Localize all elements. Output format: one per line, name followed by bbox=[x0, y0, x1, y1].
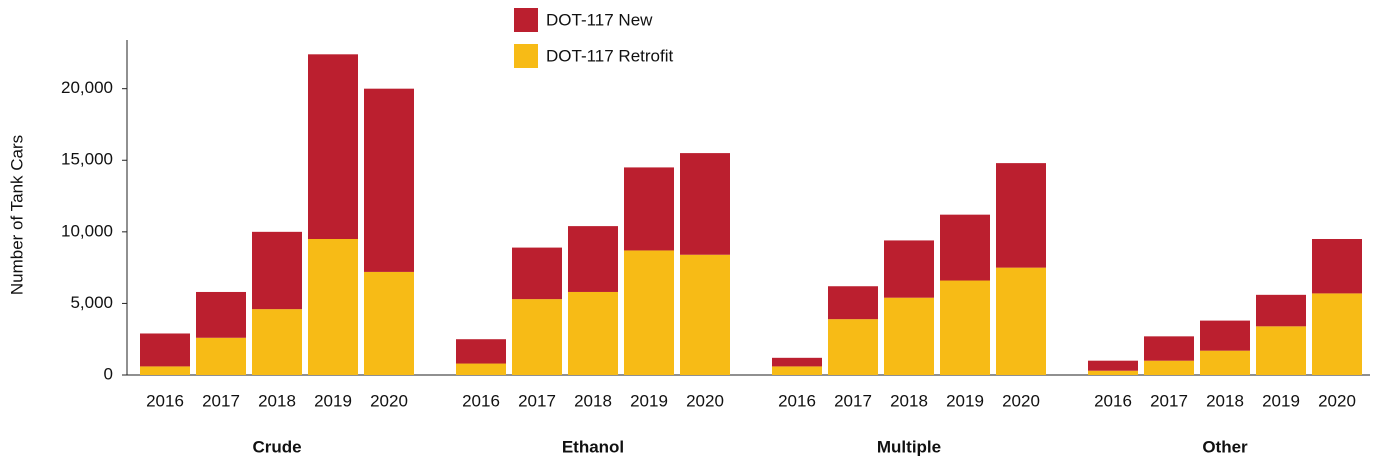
bar-segment bbox=[624, 250, 674, 375]
x-tick-label: 2018 bbox=[1206, 391, 1244, 410]
x-tick-label: 2020 bbox=[1318, 391, 1356, 410]
x-tick-label: 2017 bbox=[202, 391, 240, 410]
y-tick-label: 20,000 bbox=[61, 78, 113, 97]
bar-segment bbox=[1200, 320, 1250, 351]
bar-segment bbox=[1256, 294, 1306, 327]
x-tick-label: 2018 bbox=[258, 391, 296, 410]
x-tick-label: 2020 bbox=[1002, 391, 1040, 410]
bar-segment bbox=[196, 337, 246, 375]
bar-segment bbox=[940, 214, 990, 281]
bar-segment bbox=[680, 254, 730, 375]
bar-segment bbox=[140, 366, 190, 375]
bar-segment bbox=[828, 286, 878, 320]
group-label: Multiple bbox=[877, 437, 941, 456]
x-tick-label: 2020 bbox=[686, 391, 724, 410]
bar-segment bbox=[308, 238, 358, 375]
bar-segment bbox=[772, 357, 822, 367]
bar-segment bbox=[364, 88, 414, 272]
x-tick-label: 2019 bbox=[946, 391, 984, 410]
bar-segment bbox=[140, 333, 190, 367]
bar-segment bbox=[1256, 326, 1306, 375]
x-tick-label: 2016 bbox=[778, 391, 816, 410]
x-tick-label: 2016 bbox=[462, 391, 500, 410]
bar-segment bbox=[512, 247, 562, 300]
x-tick-label: 2017 bbox=[1150, 391, 1188, 410]
bar-segment bbox=[196, 291, 246, 338]
legend-swatch bbox=[514, 8, 538, 32]
bar-segment bbox=[1312, 293, 1362, 375]
x-tick-label: 2019 bbox=[1262, 391, 1300, 410]
bar-segment bbox=[568, 226, 618, 292]
bar-segment bbox=[1088, 370, 1138, 375]
bar-segment bbox=[828, 319, 878, 375]
bar-segment bbox=[996, 163, 1046, 268]
bar-segment bbox=[940, 280, 990, 375]
x-tick-label: 2018 bbox=[574, 391, 612, 410]
bar-segment bbox=[1312, 238, 1362, 294]
bar-segment bbox=[1200, 350, 1250, 375]
y-tick-label: 5,000 bbox=[70, 293, 113, 312]
bar-segment bbox=[884, 297, 934, 375]
legend-label: DOT-117 Retrofit bbox=[546, 46, 674, 65]
y-tick-label: 10,000 bbox=[61, 221, 113, 240]
bar-segment bbox=[884, 240, 934, 298]
group-label: Crude bbox=[252, 437, 301, 456]
x-tick-label: 2017 bbox=[518, 391, 556, 410]
x-tick-label: 2017 bbox=[834, 391, 872, 410]
bar-segment bbox=[512, 299, 562, 375]
bar-segment bbox=[680, 153, 730, 255]
x-tick-label: 2018 bbox=[890, 391, 928, 410]
bar-segment bbox=[456, 363, 506, 375]
y-axis-label: Number of Tank Cars bbox=[7, 135, 26, 295]
bar-segment bbox=[252, 309, 302, 375]
x-tick-label: 2016 bbox=[146, 391, 184, 410]
bar-segment bbox=[1144, 360, 1194, 375]
y-tick-label: 0 bbox=[104, 364, 113, 383]
bar-segment bbox=[308, 54, 358, 239]
legend-label: DOT-117 New bbox=[546, 10, 653, 29]
bar-segment bbox=[568, 291, 618, 375]
x-tick-label: 2019 bbox=[630, 391, 668, 410]
bar-segment bbox=[1144, 336, 1194, 361]
bar-segment bbox=[252, 231, 302, 310]
bar-segment bbox=[996, 267, 1046, 375]
group-label: Other bbox=[1202, 437, 1248, 456]
bar-segment bbox=[364, 271, 414, 375]
bar-segment bbox=[1088, 360, 1138, 371]
y-tick-label: 15,000 bbox=[61, 150, 113, 169]
legend-swatch bbox=[514, 44, 538, 68]
x-tick-label: 2019 bbox=[314, 391, 352, 410]
bar-segment bbox=[772, 366, 822, 375]
group-label: Ethanol bbox=[562, 437, 624, 456]
x-tick-label: 2020 bbox=[370, 391, 408, 410]
x-tick-label: 2016 bbox=[1094, 391, 1132, 410]
bar-segment bbox=[624, 167, 674, 251]
bar-segment bbox=[456, 339, 506, 364]
